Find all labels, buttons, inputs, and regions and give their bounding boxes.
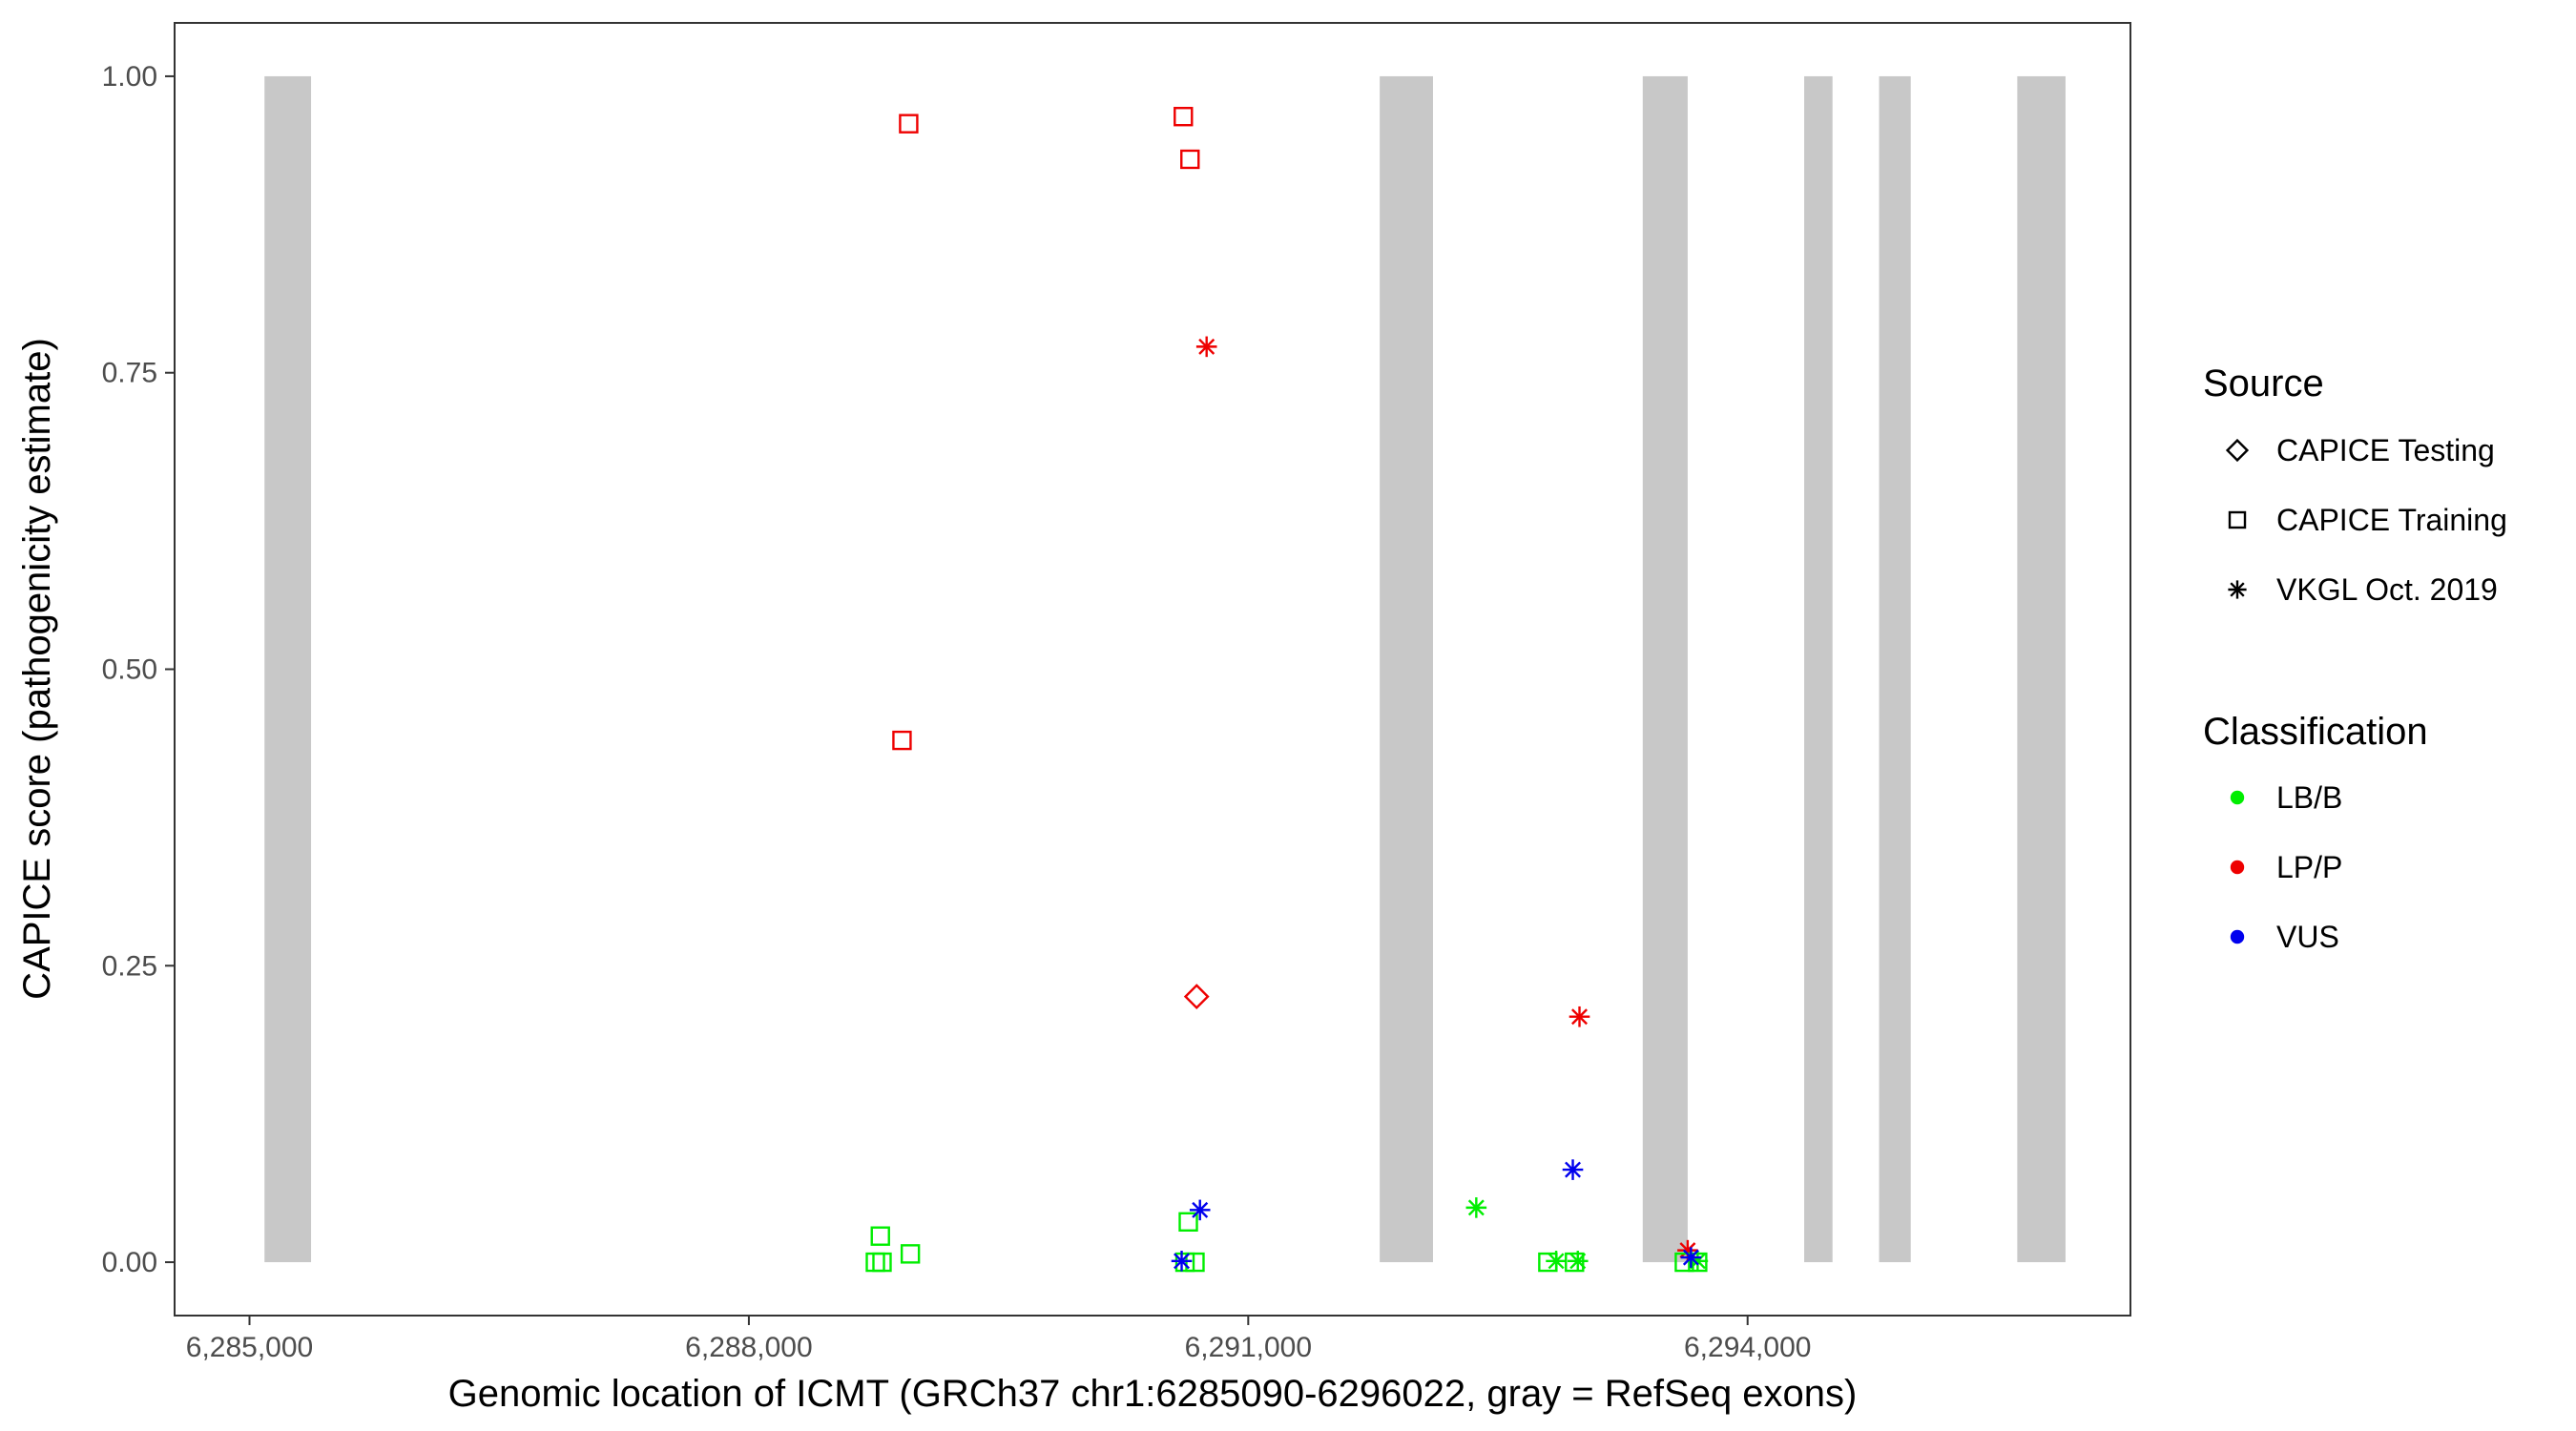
- legend-key-dot: [2230, 790, 2245, 805]
- exon-band-3: [1642, 75, 1688, 1263]
- classification-legend-title: Classification: [2203, 711, 2428, 753]
- exon-band-4: [1804, 75, 1833, 1263]
- point-square-lb-b: [1185, 1252, 1205, 1273]
- point-diamond-lp-p: [1183, 984, 1210, 1009]
- x-tick-label: 6,291,000: [1185, 1332, 1312, 1363]
- legend-label-lp-p: LP/P: [2276, 850, 2342, 884]
- point-square-lb-b: [1674, 1252, 1694, 1273]
- x-axis-title: Genomic location of ICMT (GRCh37 chr1:62…: [448, 1373, 1858, 1415]
- y-tick-label: 0.75: [102, 358, 157, 389]
- point-square-lb-b: [900, 1244, 921, 1264]
- x-tick-label: 6,285,000: [186, 1332, 313, 1363]
- point-star-lb-b: [1546, 1251, 1567, 1272]
- point-star-lb-b: [1567, 1251, 1589, 1272]
- legend-label-capice-testing: CAPICE Testing: [2276, 433, 2495, 467]
- point-square-lp-p: [892, 730, 912, 751]
- y-axis: 0.00 0.25 0.50 0.75 1.00: [102, 61, 175, 1278]
- exon-bands: [264, 75, 2066, 1263]
- point-star-vus: [1680, 1247, 1702, 1268]
- x-tick-label: 6,288,000: [685, 1332, 812, 1363]
- point-square-lp-p: [1174, 107, 1194, 127]
- legend-label-lb-b: LB/B: [2276, 780, 2342, 815]
- y-axis-title: CAPICE score (pathogenicity estimate): [16, 338, 58, 1000]
- point-star-lb-b: [1465, 1197, 1487, 1218]
- legend-label-vus: VUS: [2276, 920, 2339, 954]
- point-square-lb-b: [870, 1226, 890, 1246]
- y-tick-label: 1.00: [102, 61, 157, 93]
- point-square-lb-b: [865, 1252, 885, 1273]
- legend-label-capice-training: CAPICE Training: [2276, 503, 2507, 537]
- point-star-vus: [1562, 1159, 1584, 1180]
- source-legend-keys: [2225, 438, 2250, 599]
- point-square-lb-b: [1565, 1252, 1585, 1273]
- source-legend: Source CAPICE Testing CAPICE Training VK…: [2203, 363, 2507, 607]
- point-star-lp-p: [1195, 336, 1217, 358]
- point-star-vus: [1189, 1199, 1211, 1221]
- y-tick-label: 0.25: [102, 950, 157, 982]
- exon-band-5: [1879, 75, 1911, 1263]
- exon-band-2: [1380, 75, 1433, 1263]
- legend-key-dot: [2230, 860, 2245, 875]
- legend-label-vkgl: VKGL Oct. 2019: [2276, 572, 2498, 607]
- data-points: [865, 107, 1709, 1273]
- legend-key-diamond: [2225, 438, 2250, 463]
- x-axis: 6,285,000 6,288,000 6,291,000 6,294,000: [186, 1316, 1811, 1363]
- source-legend-title: Source: [2203, 363, 2324, 404]
- classification-legend: Classification LB/B LP/P VUS: [2203, 711, 2428, 954]
- classification-legend-keys: [2230, 790, 2245, 944]
- point-square-lb-b: [1174, 1252, 1195, 1273]
- point-square-lp-p: [1180, 149, 1200, 170]
- y-tick-label: 0.50: [102, 654, 157, 686]
- plot-panel-border: [174, 22, 2131, 1317]
- exon-band-6: [2017, 75, 2066, 1263]
- legend-key-square: [2228, 510, 2247, 529]
- point-square-lb-b: [872, 1252, 892, 1273]
- legend-key-star: [2228, 580, 2247, 599]
- point-star-vus: [1171, 1251, 1193, 1272]
- point-square-lp-p: [899, 114, 919, 134]
- legend-key-dot: [2230, 929, 2245, 944]
- exon-band-1: [264, 75, 312, 1263]
- y-tick-label: 0.00: [102, 1247, 157, 1278]
- point-square-lb-b: [1178, 1212, 1198, 1232]
- x-tick-label: 6,294,000: [1684, 1332, 1811, 1363]
- point-star-lp-p: [1568, 1006, 1590, 1027]
